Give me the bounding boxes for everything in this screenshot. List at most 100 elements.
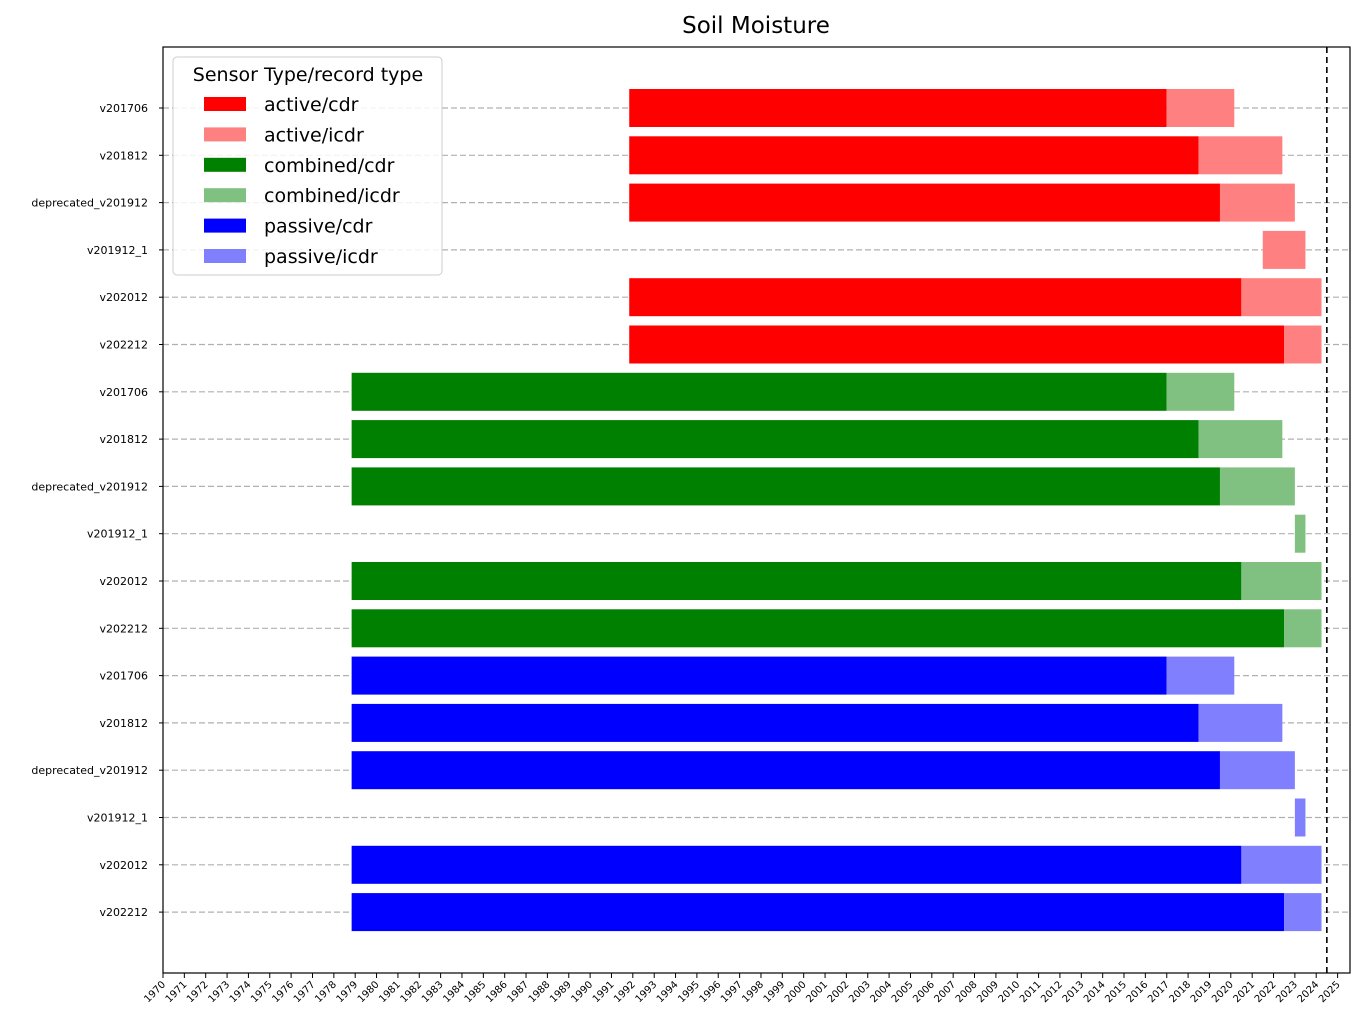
x-tick-label: 1972: [185, 979, 211, 1005]
x-tick-label: 1970: [142, 979, 168, 1005]
x-tick-label: 1990: [569, 979, 595, 1005]
bar-passive-icdr: [1166, 656, 1235, 695]
bar-combined-icdr: [1166, 372, 1235, 411]
x-tick-label: 2022: [1253, 979, 1279, 1005]
bar-passive-icdr: [1294, 798, 1306, 837]
x-tick-label: 1988: [527, 979, 553, 1005]
y-tick-label: v201912_1: [87, 244, 148, 257]
bar-combined-icdr: [1219, 467, 1295, 506]
legend-label: passive/icdr: [264, 246, 378, 268]
x-tick-label: 2018: [1167, 979, 1193, 1005]
x-tick-label: 1983: [420, 979, 446, 1005]
y-tick-label: v201706: [99, 670, 148, 683]
y-tick-label: v202012: [99, 575, 148, 588]
x-tick-label: 1986: [484, 979, 510, 1005]
x-tick-label: 1978: [313, 979, 339, 1005]
x-tick-label: 1994: [655, 979, 681, 1005]
y-tick-label: v202212: [99, 906, 148, 919]
y-tick-label: v202212: [99, 622, 148, 635]
x-tick-label: 2009: [975, 979, 1001, 1005]
bar-combined-icdr: [1294, 514, 1306, 553]
legend-swatch: [204, 188, 246, 203]
bar-active-icdr: [1284, 325, 1322, 364]
bar-active-icdr: [1241, 278, 1322, 317]
legend-swatch: [204, 249, 246, 263]
bar-passive-cdr: [351, 656, 1167, 695]
x-tick-label: 1991: [591, 979, 617, 1005]
bar-active-icdr: [1198, 136, 1283, 175]
x-tick-label: 2024: [1296, 979, 1322, 1005]
bar-active-cdr: [629, 278, 1242, 317]
bar-active-icdr: [1219, 183, 1295, 222]
x-tick-label: 1976: [270, 979, 296, 1005]
y-tick-label: v202012: [99, 291, 148, 304]
bar-combined-icdr: [1241, 562, 1322, 600]
x-tick-label: 1999: [762, 979, 788, 1005]
x-tick-label: 2014: [1082, 979, 1108, 1005]
y-tick-label: deprecated_v201912: [31, 197, 148, 210]
bar-combined-cdr: [351, 562, 1242, 600]
y-tick-label: v202012: [99, 859, 148, 872]
bar-active-cdr: [629, 325, 1285, 364]
y-tick-label: v201706: [99, 102, 148, 115]
x-tick-label: 1998: [740, 979, 766, 1005]
bar-active-cdr: [629, 136, 1199, 175]
y-tick-label: v201812: [99, 149, 148, 162]
y-tick-label: deprecated_v201912: [31, 480, 148, 493]
x-tick-label: 1992: [612, 979, 638, 1005]
x-tick-label: 1984: [441, 979, 467, 1005]
x-tick-label: 1974: [228, 979, 254, 1005]
x-tick-label: 1985: [463, 979, 489, 1005]
bar-active-icdr: [1166, 89, 1235, 127]
x-tick-label: 1993: [634, 979, 660, 1005]
y-tick-label: v201912_1: [87, 528, 148, 541]
bar-passive-cdr: [351, 845, 1242, 884]
x-tick-label: 1975: [249, 979, 275, 1005]
y-tick-label: deprecated_v201912: [31, 764, 148, 777]
x-tick-label: 1971: [164, 979, 190, 1005]
bar-passive-icdr: [1284, 893, 1322, 932]
y-tick-label: v201812: [99, 717, 148, 730]
x-tick-label: 2021: [1232, 979, 1258, 1005]
bar-passive-cdr: [351, 751, 1220, 790]
x-tick-label: 2008: [954, 979, 980, 1005]
x-tick-label: 1982: [399, 979, 425, 1005]
legend-swatch: [204, 97, 246, 111]
y-tick-labels: v201706 v201812 deprecated_v201912 v201912_…: [31, 102, 163, 919]
y-tick-label: v202212: [99, 339, 148, 352]
x-tick-label: 2005: [890, 979, 916, 1005]
y-tick-label: v201912_1: [87, 812, 148, 825]
y-tick-label: v201812: [99, 433, 148, 446]
x-tick-label: 1989: [548, 979, 574, 1005]
x-tick-label: 2025: [1317, 979, 1343, 1005]
bar-combined-cdr: [351, 467, 1220, 506]
bar-combined-icdr: [1284, 609, 1322, 648]
x-tick-label: 1987: [505, 979, 531, 1005]
bar-active-icdr: [1262, 230, 1306, 269]
x-tick-label: 2011: [1018, 979, 1044, 1005]
x-tick-label: 2017: [1146, 979, 1172, 1005]
legend-title: Sensor Type/record type: [193, 64, 423, 86]
bar-active-cdr: [629, 89, 1167, 127]
bar-passive-icdr: [1241, 845, 1322, 884]
x-tick-label: 2023: [1274, 979, 1300, 1005]
x-tick-label: 1973: [206, 979, 232, 1005]
bars: [351, 89, 1322, 932]
x-tick-label: 2001: [804, 979, 830, 1005]
x-tick-label: 2007: [933, 979, 959, 1005]
x-tick-label: 2006: [911, 979, 937, 1005]
chart-title: Soil Moisture: [682, 13, 830, 39]
bar-combined-icdr: [1198, 420, 1283, 459]
x-tick-label: 1996: [698, 979, 724, 1005]
legend-label: active/cdr: [264, 94, 359, 116]
x-tick-label: 1977: [292, 979, 318, 1005]
bar-passive-icdr: [1219, 751, 1295, 790]
x-tick-label: 1981: [377, 979, 403, 1005]
x-tick-label: 1997: [719, 979, 745, 1005]
legend-label: combined/icdr: [264, 185, 400, 207]
legend-label: active/icdr: [264, 124, 364, 146]
bar-passive-cdr: [351, 703, 1199, 742]
legend-label: combined/cdr: [264, 155, 395, 177]
x-tick-label: 2000: [783, 979, 809, 1005]
bar-combined-cdr: [351, 609, 1285, 648]
